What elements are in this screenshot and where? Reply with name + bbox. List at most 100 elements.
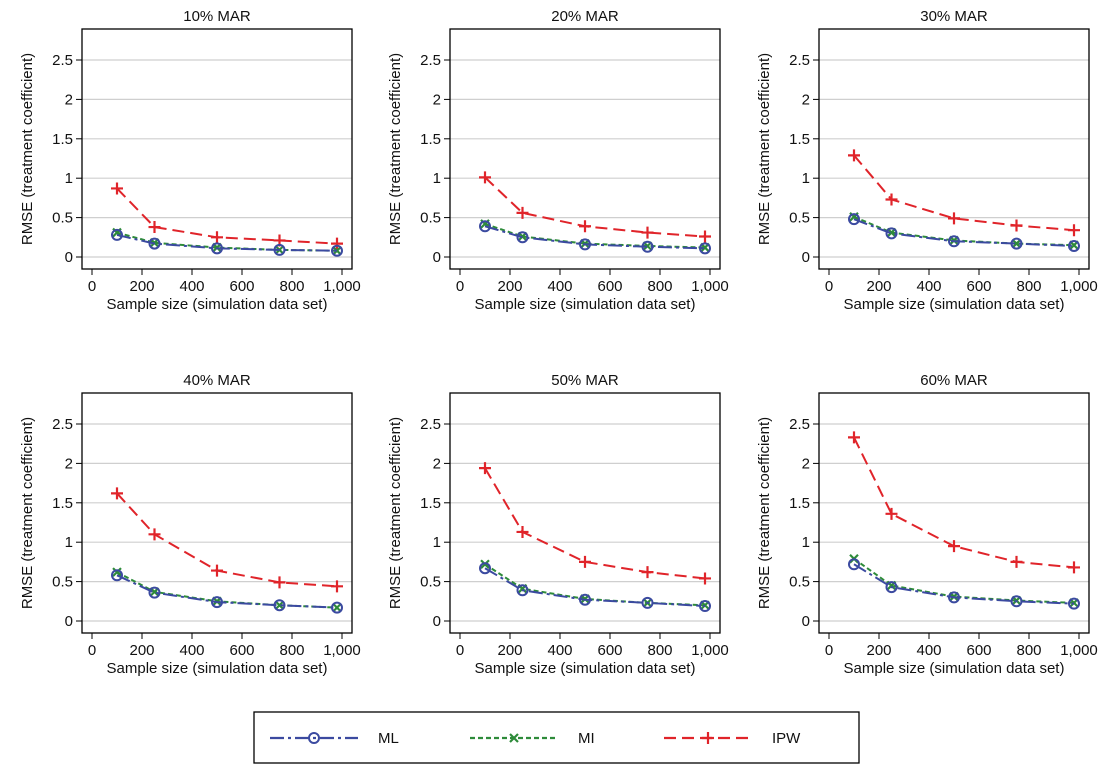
data-point-mi bbox=[332, 245, 342, 256]
series-ml bbox=[848, 558, 1080, 610]
data-point-ipw bbox=[1068, 224, 1080, 237]
data-point-ml bbox=[211, 242, 223, 255]
y-tick-label: 0 bbox=[433, 613, 441, 630]
data-point-ipw bbox=[641, 226, 654, 239]
x-tick-label: 800 bbox=[647, 642, 672, 659]
series-mi bbox=[849, 553, 1079, 608]
data-point-mi bbox=[332, 602, 342, 613]
data-point-ml bbox=[479, 220, 491, 233]
data-point-ipw bbox=[479, 462, 491, 475]
series-line-ml bbox=[853, 218, 1075, 247]
series-ipw bbox=[479, 171, 711, 243]
data-point-mi bbox=[274, 600, 285, 611]
y-tick-label: 1.5 bbox=[789, 131, 810, 148]
series-line-ml bbox=[116, 233, 338, 252]
x-tick-label: 200 bbox=[866, 642, 891, 659]
data-point-ml bbox=[579, 238, 591, 251]
data-point-ml bbox=[699, 600, 711, 613]
data-point-ml bbox=[699, 242, 711, 255]
data-point-ipw bbox=[148, 528, 161, 541]
y-tick-label: 1.5 bbox=[789, 495, 810, 512]
plot-frame bbox=[449, 392, 721, 634]
y-tick-label: 1.5 bbox=[420, 495, 441, 512]
series-line-mi bbox=[853, 557, 1075, 604]
data-point-ml bbox=[331, 244, 343, 257]
x-tick-label: 0 bbox=[88, 642, 96, 659]
y-axis-label: RMSE (treatment coefficient) bbox=[756, 417, 773, 609]
series-line-ml bbox=[853, 563, 1075, 605]
x-tick-label: 800 bbox=[279, 642, 304, 659]
data-point-ipw bbox=[699, 230, 711, 243]
y-tick-label: 2.5 bbox=[789, 52, 810, 69]
data-point-ipw bbox=[641, 566, 654, 579]
data-point-ipw bbox=[516, 525, 529, 538]
data-point-ipw bbox=[479, 171, 491, 184]
chart-panel-2: 20% MAR 0 0.5 1 1.5 2 2.5 0 200 400 600 800 1,000Sam… bbox=[387, 8, 729, 313]
data-point-ml bbox=[848, 558, 860, 571]
chart-panel-3: 30% MAR 0 0.5 1 1.5 2 2.5 0 200 400 600 800 1,000Sam… bbox=[756, 8, 1098, 313]
series-line-ml bbox=[116, 574, 338, 609]
data-point-ml bbox=[1010, 595, 1023, 608]
data-point-ml bbox=[948, 235, 960, 248]
y-tick-label: 2.5 bbox=[789, 416, 810, 433]
legend: ML MI IPW bbox=[253, 711, 860, 764]
data-point-ipw bbox=[211, 564, 223, 577]
x-axis-label: Sample size (simulation data set) bbox=[475, 296, 696, 313]
data-point-ml bbox=[1068, 597, 1080, 610]
plot-frame bbox=[81, 392, 353, 634]
x-tick-label: 800 bbox=[1016, 278, 1041, 295]
x-tick-label: 400 bbox=[179, 278, 204, 295]
x-tick-label: 200 bbox=[497, 278, 522, 295]
data-point-ipw bbox=[111, 182, 123, 195]
x-tick-label: 600 bbox=[597, 642, 622, 659]
y-axis-label: RMSE (treatment coefficient) bbox=[19, 417, 36, 609]
y-tick-label: 1.5 bbox=[52, 131, 73, 148]
series-line-ipw bbox=[116, 187, 338, 245]
data-point-ml bbox=[331, 601, 343, 614]
data-point-ipw bbox=[273, 576, 286, 589]
data-point-ml bbox=[148, 586, 161, 599]
x-tick-label: 200 bbox=[129, 278, 154, 295]
x-tick-label: 200 bbox=[497, 642, 522, 659]
x-tick-label: 600 bbox=[229, 642, 254, 659]
x-tick-label: 200 bbox=[129, 642, 154, 659]
x-tick-label: 800 bbox=[647, 278, 672, 295]
y-tick-label: 1 bbox=[65, 534, 73, 551]
plot-frame bbox=[818, 392, 1090, 634]
x-tick-label: 1,000 bbox=[691, 278, 729, 295]
data-point-ml bbox=[111, 569, 123, 582]
data-point-ipw bbox=[885, 193, 898, 206]
x-tick-label: 200 bbox=[866, 278, 891, 295]
legend-label: ML bbox=[378, 730, 399, 747]
y-tick-label: 1 bbox=[802, 534, 810, 551]
x-tick-label: 400 bbox=[916, 278, 941, 295]
plot-frame bbox=[818, 28, 1090, 270]
circle-marker bbox=[308, 732, 320, 744]
data-point-ml bbox=[211, 596, 223, 609]
series-line-ipw bbox=[116, 492, 338, 588]
y-tick-label: 2 bbox=[433, 91, 441, 108]
y-tick-label: 0 bbox=[433, 249, 441, 266]
y-tick-label: 0.5 bbox=[420, 210, 441, 227]
chart-title: 30% MAR bbox=[920, 8, 988, 25]
x-tick-label: 400 bbox=[547, 642, 572, 659]
x-tick-label: 1,000 bbox=[323, 278, 361, 295]
data-point-ml bbox=[516, 584, 529, 597]
data-point-ml bbox=[848, 213, 860, 226]
data-point-ml bbox=[273, 243, 286, 256]
x-tick-label: 600 bbox=[597, 278, 622, 295]
data-point-ipw bbox=[516, 206, 529, 219]
data-point-ml bbox=[1068, 239, 1080, 252]
y-tick-label: 2.5 bbox=[420, 52, 441, 69]
data-point-ipw bbox=[111, 487, 123, 500]
data-point-ipw bbox=[331, 237, 343, 250]
data-point-ipw bbox=[848, 149, 860, 162]
series-line-ml bbox=[484, 567, 706, 608]
data-point-ipw bbox=[579, 220, 591, 233]
x-axis-label: Sample size (simulation data set) bbox=[107, 660, 328, 677]
x-tick-label: 400 bbox=[916, 642, 941, 659]
y-tick-label: 2 bbox=[433, 455, 441, 472]
data-point-mi bbox=[1011, 238, 1022, 249]
chart-panel-5: 50% MAR 0 0.5 1 1.5 2 2.5 0 200 400 600 800 1,000Sam… bbox=[387, 372, 729, 677]
x-tick-label: 800 bbox=[1016, 642, 1041, 659]
